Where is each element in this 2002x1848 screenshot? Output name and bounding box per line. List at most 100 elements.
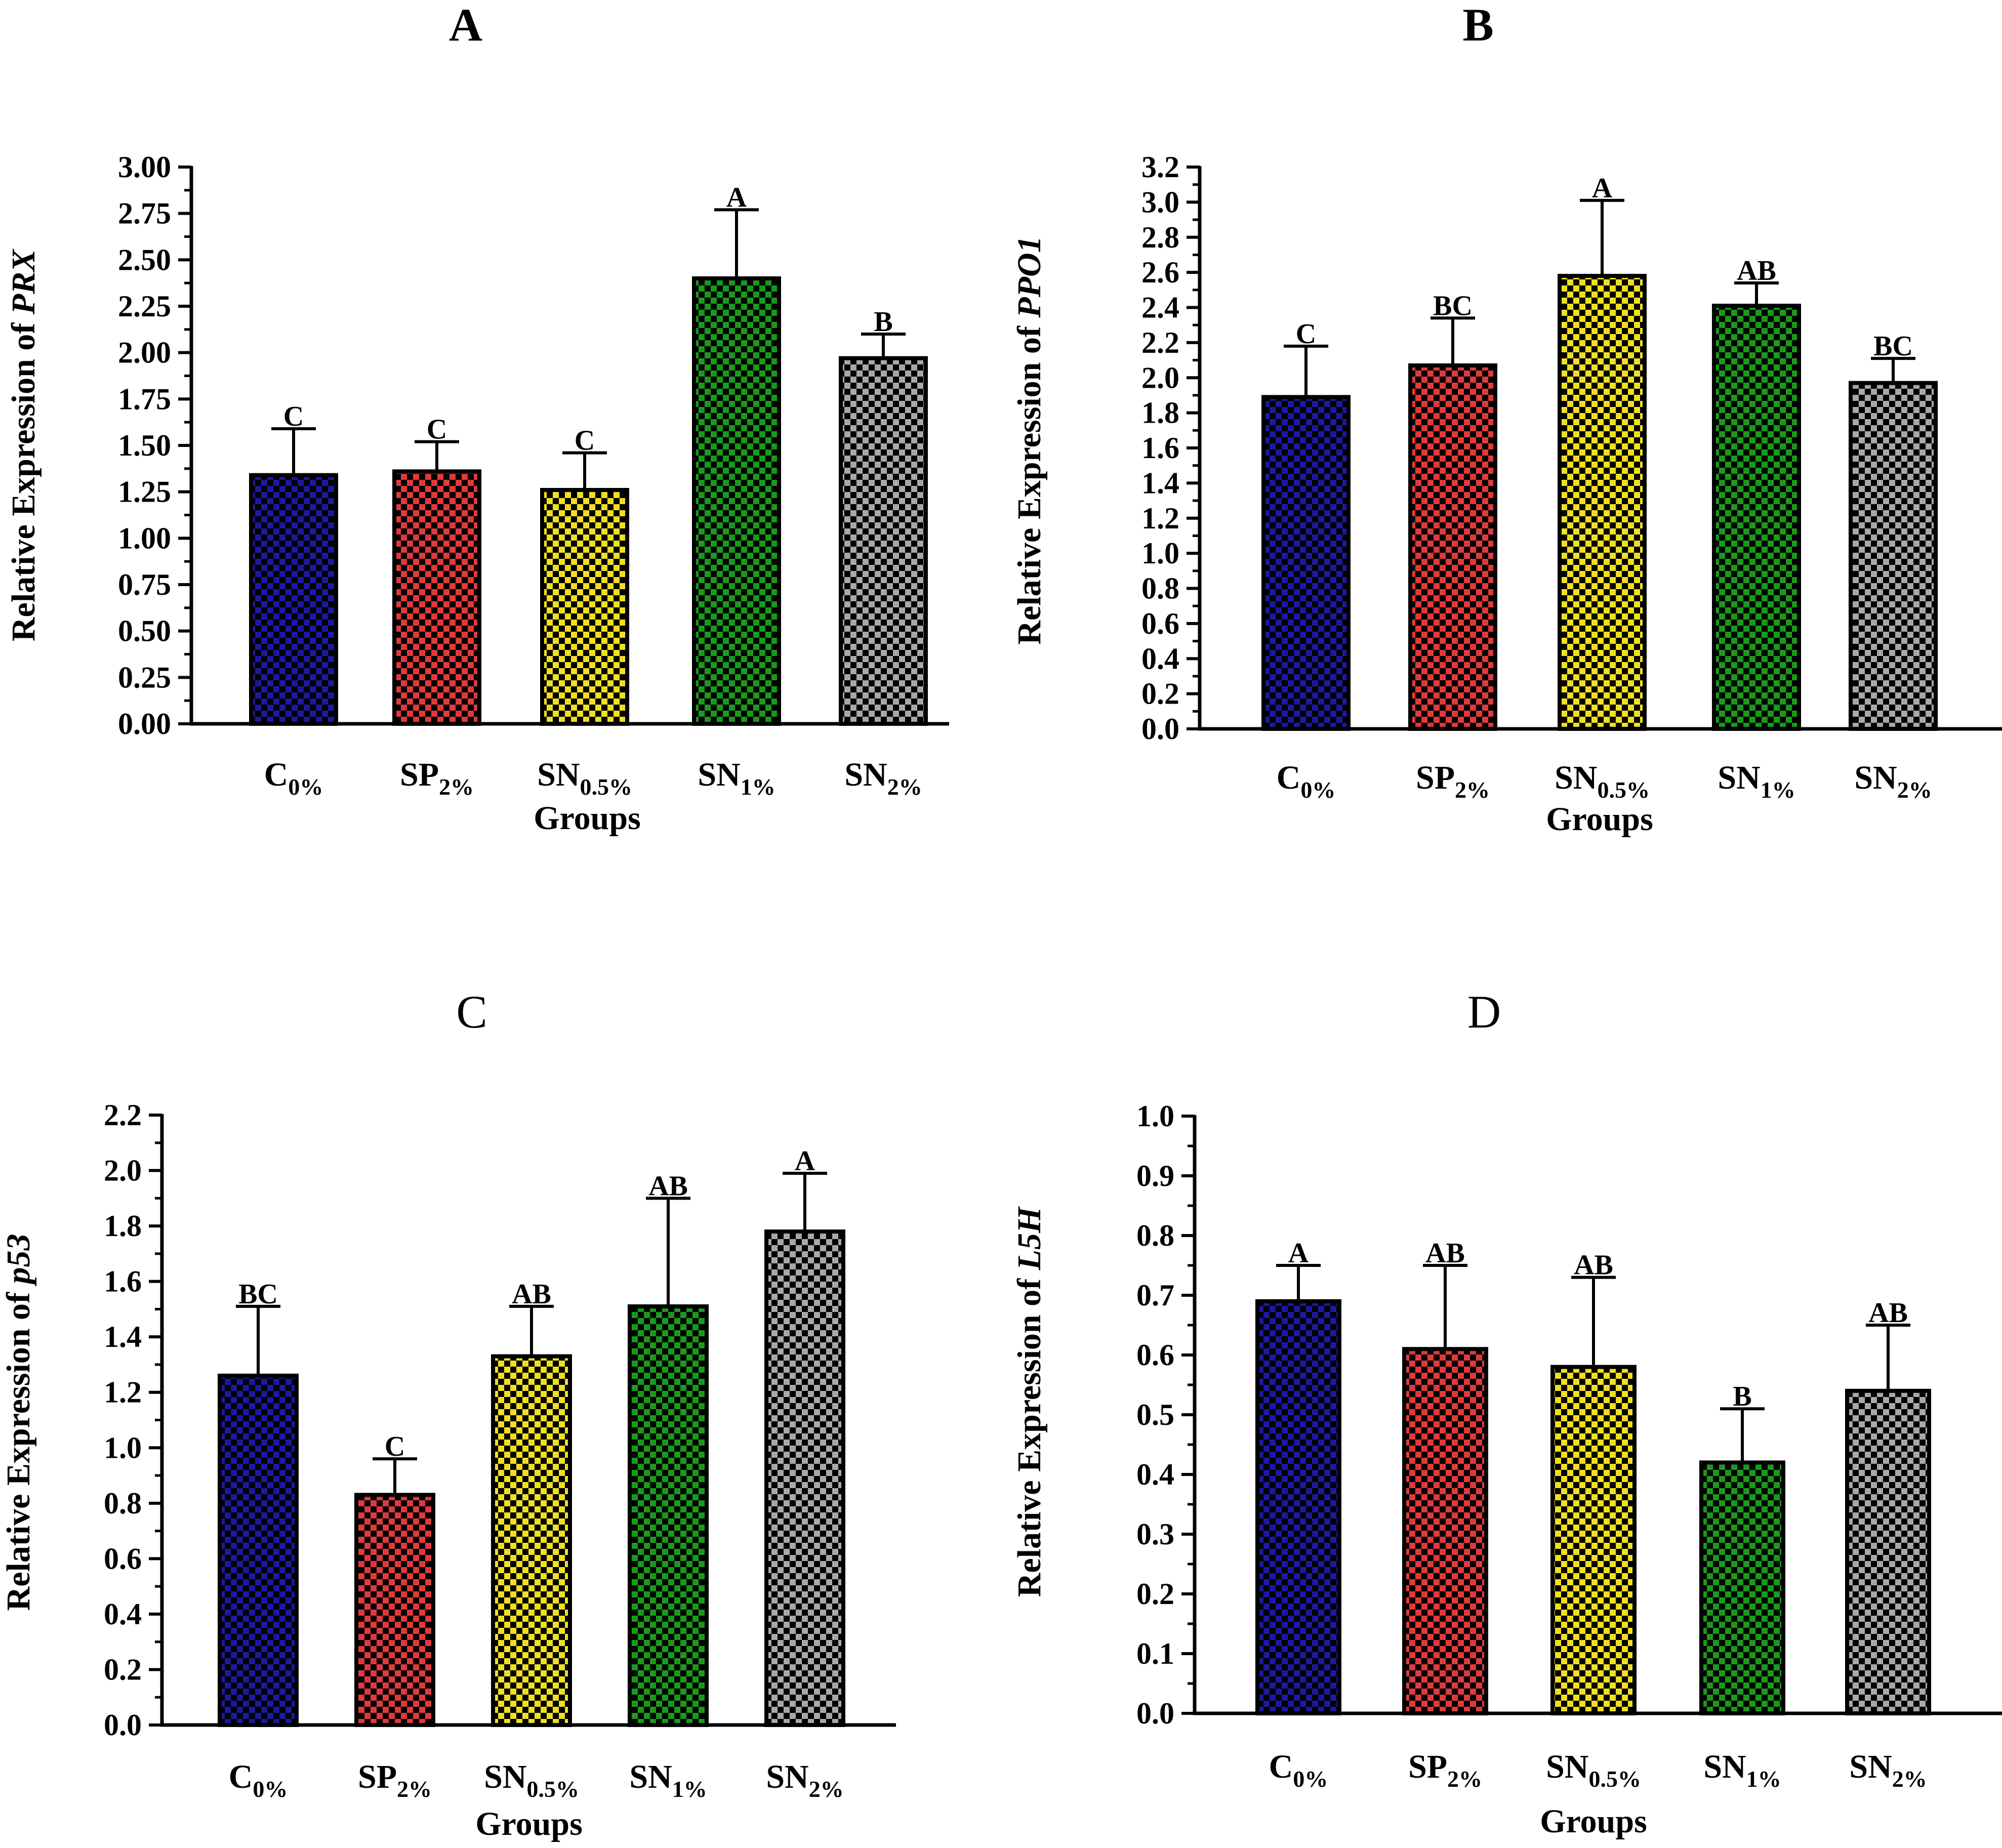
category-label-base: SN — [484, 1758, 526, 1795]
bar-d-1 — [1255, 1299, 1341, 1716]
y-tick-label: 0.50 — [118, 614, 171, 648]
y-tick-label: 3.0 — [1141, 185, 1179, 219]
category-label-subscript: 0.5% — [580, 774, 632, 800]
category-label-base: C — [264, 756, 289, 793]
panel-title: C — [456, 986, 487, 1038]
y-axis-title: Relative Expression of p53 — [0, 1234, 37, 1611]
significance-label: C — [575, 425, 595, 457]
y-tick-label: 0.8 — [1141, 572, 1179, 605]
bar-b-2 — [1408, 363, 1497, 731]
category-label-subscript: 0% — [1293, 1766, 1328, 1792]
category-label-subscript: 2% — [887, 774, 922, 800]
bar-b-5 — [1849, 381, 1938, 731]
y-tick-label: 0.2 — [1141, 677, 1179, 711]
panel-title: A — [449, 0, 482, 51]
y-tick-label: 1.6 — [104, 1265, 142, 1298]
significance-label: C — [1296, 318, 1316, 350]
category-label-subscript: 2% — [1892, 1766, 1927, 1792]
bar-c-3 — [491, 1354, 572, 1727]
y-tick-label: 0.6 — [104, 1542, 142, 1575]
y-tick-label: 1.0 — [1136, 1099, 1174, 1133]
category-label: SN2% — [1854, 759, 1932, 803]
category-label: SN2% — [844, 756, 922, 800]
bar-a-4 — [692, 276, 781, 726]
y-tick-label: 0.7 — [1136, 1279, 1174, 1312]
y-tick-label: 2.8 — [1141, 221, 1179, 254]
bar-b-3 — [1558, 274, 1647, 731]
bar-b-4 — [1712, 304, 1801, 731]
category-label-base: C — [1277, 759, 1301, 796]
category-label-base: SP — [1416, 759, 1455, 796]
y-tick-label: 2.0 — [1141, 361, 1179, 394]
y-tick-label: 1.0 — [104, 1431, 142, 1464]
category-label-base: SN — [629, 1758, 672, 1795]
category-label: SP2% — [1416, 759, 1490, 803]
significance-label: AB — [512, 1279, 551, 1310]
y-axis-title: Relative Expression of L5H — [1011, 1206, 1048, 1597]
category-label-subscript: 0% — [288, 774, 323, 800]
bar-c-5 — [764, 1229, 845, 1727]
y-tick-label: 0.2 — [104, 1653, 142, 1686]
y-tick-label: 0.0 — [104, 1708, 142, 1742]
category-label: SP2% — [400, 756, 474, 800]
x-axis-title: Groups — [1540, 1803, 1647, 1840]
significance-label: A — [795, 1145, 815, 1177]
y-tick-label: 2.25 — [118, 290, 171, 323]
y-tick-label: 0.4 — [104, 1597, 142, 1631]
y-tick-label: 2.4 — [1141, 291, 1179, 324]
bar-a-3 — [540, 488, 629, 726]
significance-label: AB — [648, 1170, 688, 1202]
y-tick-label: 1.8 — [104, 1209, 142, 1243]
y-tick-label: 2.6 — [1141, 256, 1179, 289]
category-label: SN1% — [1718, 759, 1795, 803]
category-label-subscript: 0.5% — [526, 1776, 579, 1802]
y-tick-label: 0.5 — [1136, 1398, 1174, 1431]
bar-d-2 — [1402, 1347, 1488, 1715]
bar-d-4 — [1699, 1460, 1785, 1715]
category-label-subscript: 2% — [809, 1776, 844, 1802]
category-label-subscript: 2% — [1455, 777, 1490, 803]
significance-label: A — [1288, 1238, 1309, 1269]
y-tick-label: 0.4 — [1141, 642, 1179, 675]
y-tick-label: 1.2 — [1141, 502, 1179, 535]
y-tick-label: 1.4 — [104, 1320, 142, 1353]
y-tick-label: 0.9 — [1136, 1159, 1174, 1193]
category-label-subscript: 2% — [1897, 777, 1932, 803]
category-label: SN1% — [1703, 1748, 1781, 1792]
category-label-base: SN — [1703, 1748, 1746, 1785]
y-tick-label: 3.2 — [1141, 150, 1179, 184]
y-tick-label: 1.50 — [118, 429, 171, 462]
y-tick-label: 2.00 — [118, 336, 171, 369]
y-axis-title-gene: PRX — [5, 249, 42, 315]
category-label-subscript: 0% — [253, 1776, 288, 1802]
category-label: SN0.5% — [484, 1758, 579, 1802]
significance-label: AB — [1868, 1297, 1908, 1329]
y-tick-label: 2.2 — [1141, 326, 1179, 359]
bar-a-2 — [392, 469, 481, 726]
bar-c-1 — [218, 1373, 299, 1727]
category-label: SN1% — [698, 756, 775, 800]
significance-label: C — [283, 401, 304, 432]
y-tick-label: 1.8 — [1141, 396, 1179, 430]
panel-title: B — [1462, 0, 1493, 51]
y-tick-label: 2.2 — [104, 1098, 142, 1132]
y-axis-title: Relative Expression of PRX — [5, 249, 42, 641]
significance-label: B — [1733, 1381, 1751, 1412]
y-axis-title-prefix: Relative Expression of — [1011, 1270, 1048, 1597]
x-axis-title: Groups — [1546, 801, 1653, 838]
y-tick-label: 0.0 — [1136, 1697, 1174, 1730]
y-tick-label: 0.75 — [118, 568, 171, 601]
y-tick-label: 3.00 — [118, 150, 171, 184]
category-label: SP2% — [1408, 1748, 1482, 1792]
category-label: C0% — [229, 1758, 288, 1802]
bar-a-5 — [839, 356, 928, 726]
x-axis-title: Groups — [534, 800, 641, 837]
category-label-base: SN — [1555, 759, 1597, 796]
y-tick-label: 0.00 — [118, 707, 171, 741]
y-axis-title-prefix: Relative Expression of — [0, 1284, 37, 1611]
y-tick-label: 1.75 — [118, 382, 171, 416]
significance-label: AB — [1425, 1238, 1465, 1269]
category-label-base: SN — [844, 756, 887, 793]
